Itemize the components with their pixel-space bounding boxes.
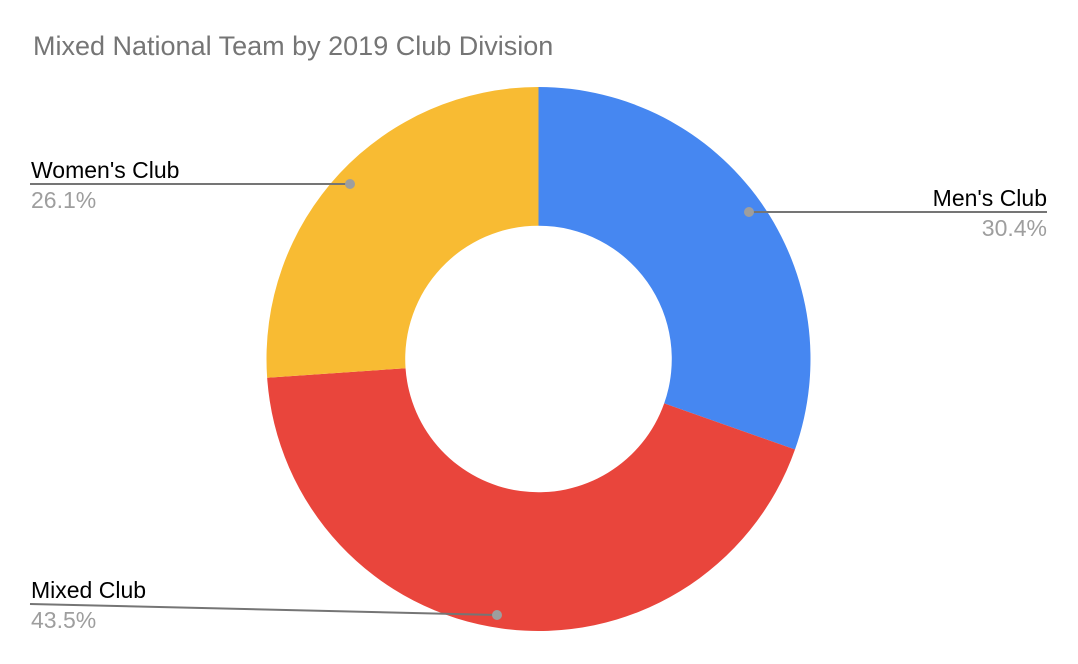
slice-mixed-club[interactable] [267,368,795,631]
donut-slices [266,87,811,631]
callout-mens-club: Men's Club 30.4% [933,185,1047,242]
mens-club-percent: 30.4% [981,215,1047,241]
mens-club-leader-dot [744,207,754,217]
callout-womens-club: Women's Club 26.1% [31,157,179,214]
womens-club-label: Women's Club [31,157,180,183]
slice-women-s-club[interactable] [266,87,539,378]
mixed-club-leader-dot [492,610,502,620]
womens-club-percent: 26.1% [31,187,97,213]
chart-title: Mixed National Team by 2019 Club Divisio… [33,31,554,61]
callout-mixed-club: Mixed Club 43.5% [31,577,146,634]
mixed-club-percent: 43.5% [31,607,97,633]
womens-club-leader-dot [345,179,355,189]
mixed-club-label: Mixed Club [31,577,147,603]
mixed-club-leader-line [29,603,498,616]
leader-lines [29,179,1047,620]
slice-men-s-club[interactable] [538,87,811,450]
mens-club-label: Men's Club [932,185,1047,211]
